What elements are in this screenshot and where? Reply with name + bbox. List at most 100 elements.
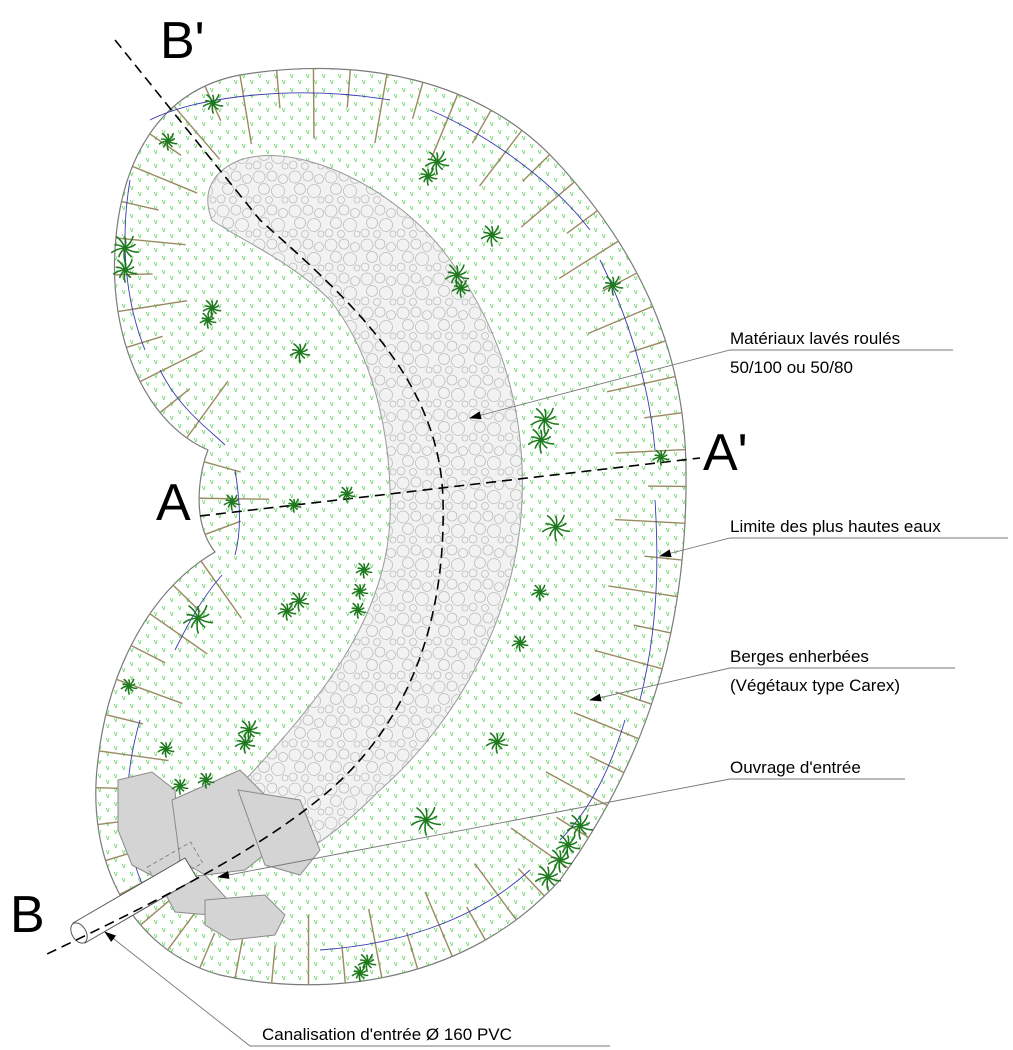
carex-plant-icon [183,604,214,634]
slope-hatch-line [589,755,625,774]
slope-hatch-line [99,750,169,762]
carex-plants [110,94,670,982]
slope-hatch-line [545,771,608,807]
carex-plant-icon [480,225,504,247]
slope-hatch-line [275,70,281,109]
slope-hatch-line [411,82,424,120]
slope-hatch-line [406,932,419,970]
carex-plant-icon [277,602,297,621]
slope-hatch-line [587,305,653,335]
slope-hatch-line [173,105,221,160]
carex-plant-icon [338,486,356,503]
carex-plant-icon [351,965,369,982]
slope-hatch-line [522,154,551,182]
section-line-a [199,457,701,517]
carex-plant-icon [157,741,175,758]
slope-hatch-line [341,945,347,984]
slope-hatch-line [346,69,351,108]
leader-limite [659,537,1008,558]
slope-hatch-line [172,584,201,613]
label-ouvrage: Ouvrage d'entrée [730,758,861,777]
label-materiaux-2: 50/100 ou 50/80 [730,358,853,377]
slope-hatch-line [149,613,208,655]
slope-hatch-line [615,691,652,705]
carex-plant-icon [197,772,215,789]
slope-hatch-line [424,891,453,957]
slope-hatch-line [558,240,619,280]
inlet-structure [117,769,321,941]
slope-hatch-line [132,165,198,194]
carex-plant-icon [202,94,224,114]
carex-plant-icon [355,562,373,579]
carex-plant-icon [511,635,529,652]
label-berges-1: Berges enherbées [730,647,869,666]
carex-plant-icon [547,849,573,873]
slope-hatch-line [633,624,671,634]
carex-plant-icon [351,583,369,600]
carex-plant-icon [652,449,670,466]
slope-hatch-line [466,906,486,941]
slope-hatch-line [430,93,459,160]
slope-hatch-line [478,129,523,187]
carex-plant-icon [485,732,509,754]
carex-plant-icon [349,602,367,619]
section-label-b: B [10,886,45,944]
section-label-b-prime: B' [160,12,205,70]
carex-plant-icon [541,514,571,542]
slope-hatch-line [312,68,315,139]
slope-hatch-line [615,518,685,524]
carex-plant-icon [534,865,562,891]
slope-hatch-line [204,520,241,536]
slope-hatch-line [139,349,203,383]
carex-plant-icon [357,953,377,972]
slope-hatch-line [471,109,492,144]
slope-hatch-line [644,555,683,561]
carex-plant-icon [120,678,138,695]
label-materiaux-1: Matériaux lavés roulés [730,329,900,348]
slope-hatch-line [615,448,686,454]
carex-plant-icon [566,814,594,840]
carex-plant-icon [531,584,549,601]
slope-hatch-line [517,868,545,897]
carex-plant-icon [199,312,217,329]
slope-hatch-line [105,714,144,725]
carex-plant-icon [112,259,138,283]
leader-ouvrage [217,778,905,879]
slope-hatch-line [474,863,517,921]
slope-hatch-line [239,74,253,145]
pvc-pipe [70,857,198,944]
carex-plant-icon [411,806,442,836]
carex-plant-icon [530,407,560,435]
carex-plant-icon [234,734,256,754]
label-berges-2: (Végétaux type Carex) [730,676,900,695]
carex-plant-icon [527,428,555,454]
carex-plant-icon [555,834,581,858]
slope-hatch-line [126,335,163,349]
slope-hatch-line [374,74,388,144]
carex-plant-icon [286,498,302,513]
slope-hatch-line [606,375,676,393]
slope-hatch-line [270,945,276,984]
slope-hatch-line [130,644,166,664]
carex-plant-icon [424,151,450,175]
carex-plant-icon [110,235,140,263]
slope-hatch-line [594,649,663,670]
label-canalisation: Canalisation d'entrée Ø 160 PVC [262,1025,512,1044]
section-line-b [44,39,444,956]
carex-plant-icon [418,167,438,186]
slope-hatch-line [159,388,191,414]
carex-plant-icon [223,494,241,511]
section-label-a-prime: A' [703,424,748,482]
carex-plant-icon [202,299,222,318]
carex-plant-icon [158,132,178,151]
slope-hatch-line [573,711,640,740]
slope-hatch-line [566,210,598,234]
slope-hatch-line [608,585,678,598]
leader-berges [589,667,955,702]
slope-hatch-line [121,200,159,211]
slope-hatch-line [115,237,186,246]
slope-hatch-line [199,932,216,969]
carex-plant-icon [288,592,310,612]
leader-materiaux [469,349,953,420]
